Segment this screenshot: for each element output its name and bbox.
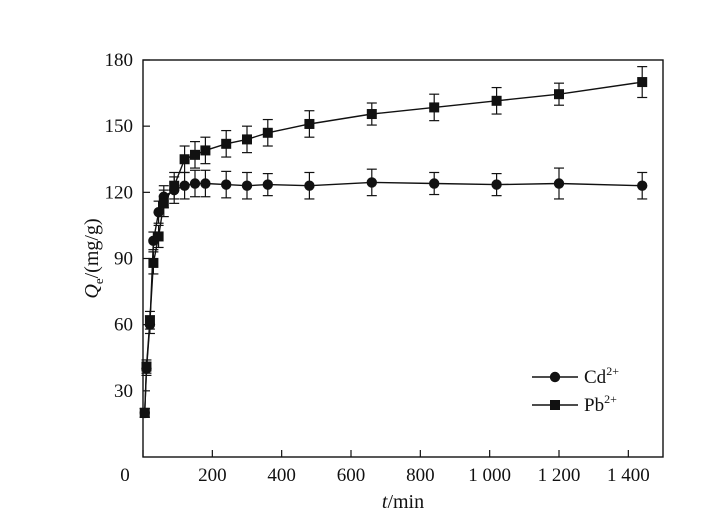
data-point [429, 102, 440, 113]
data-point [169, 180, 180, 191]
data-point [262, 179, 273, 190]
x-tick-label: 800 [406, 465, 435, 486]
data-point [189, 178, 201, 189]
legend-item-pb: Pb2+ [532, 392, 617, 416]
legend: Cd2+ Pb2+ [532, 364, 619, 416]
legend-label: Pb2+ [584, 392, 617, 416]
x-axis-symbol: t [382, 491, 388, 513]
y-tick-label: 30 [114, 381, 133, 402]
y-axis-subscript: e [91, 278, 106, 284]
data-point [242, 134, 252, 145]
legend-marker [549, 371, 561, 383]
x-axis-title: t/min [382, 491, 424, 513]
data-point [153, 231, 164, 242]
data-point [637, 180, 648, 191]
data-point [262, 127, 273, 138]
data-point [304, 118, 315, 129]
data-point [221, 138, 232, 149]
data-point [554, 89, 564, 100]
x-tick-label: 600 [337, 465, 366, 486]
data-point [429, 178, 440, 189]
y-tick-label: 90 [114, 249, 133, 270]
data-point [179, 180, 190, 191]
series-cd [139, 167, 648, 419]
series-layer [139, 66, 648, 419]
data-point [553, 178, 565, 189]
y-axis-unit: /(mg/g) [81, 218, 103, 278]
y-axis-symbol: Q [81, 284, 103, 299]
data-point [158, 198, 169, 209]
x-axis-unit: /min [387, 491, 424, 513]
series-pb [139, 66, 648, 418]
data-point [221, 179, 232, 190]
data-point [144, 315, 155, 326]
legend-marker [550, 400, 560, 410]
data-point [241, 180, 253, 191]
data-point [366, 177, 377, 188]
data-point [179, 154, 190, 165]
data-point [491, 179, 502, 190]
x-tick-label: 1 400 [607, 465, 650, 486]
data-point [491, 95, 502, 106]
series-line [144, 181, 643, 413]
y-tick-label: 120 [105, 182, 134, 203]
data-point [153, 206, 164, 218]
legend-item-cd: Cd2+ [532, 364, 619, 388]
x-tick-label: 200 [198, 465, 227, 486]
data-point [200, 178, 211, 189]
x-tick-label: 0 [120, 465, 130, 486]
y-tick-label: 150 [105, 116, 134, 137]
series-line [144, 81, 643, 413]
data-point [637, 77, 648, 88]
data-point [200, 145, 211, 156]
y-tick-label: 180 [105, 50, 134, 71]
x-tick-label: 1 200 [538, 465, 581, 486]
x-axis-ticks: 0 200 400 600 800 1 000 1 200 1 400 [120, 450, 650, 486]
data-point [366, 109, 377, 120]
data-point [304, 180, 315, 191]
y-tick-label: 60 [114, 315, 133, 336]
x-tick-label: 1 000 [468, 465, 511, 486]
data-point [139, 407, 150, 418]
data-point [190, 149, 200, 160]
data-point [141, 361, 152, 372]
y-axis-title: Qe/(mg/g) [81, 218, 106, 298]
x-tick-label: 400 [267, 465, 296, 486]
legend-label: Cd2+ [584, 364, 619, 388]
data-point [148, 257, 159, 268]
